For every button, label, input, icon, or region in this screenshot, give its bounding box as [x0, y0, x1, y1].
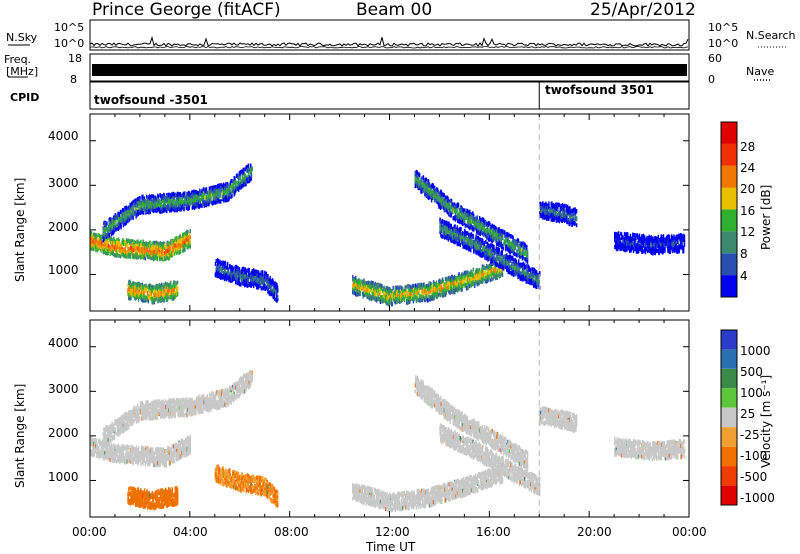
xtick-0: 00:00 [72, 525, 107, 539]
velocity-colorbar-seg-6 [721, 446, 737, 467]
power-colorbar-seg-0 [721, 275, 737, 297]
power-cb-tick-16: 16 [740, 204, 756, 218]
velocity-cb-tick-25: 25 [740, 407, 756, 421]
nave-tick-bottom: 0 [708, 73, 715, 86]
freq-label-line1: Freq. [4, 53, 32, 66]
power-ytick-4000: 4000 [48, 129, 79, 143]
velocity-colorbar-seg-3 [721, 388, 737, 408]
velocity-ytick-3000: 3000 [48, 382, 79, 396]
power-colorbar-label: Power [dB] [759, 184, 773, 250]
power-colorbar-frame [720, 121, 738, 298]
x-axis-label: Time UT [366, 540, 416, 554]
velocity-cb-tick-minus1000: -1000 [740, 491, 775, 505]
power-ytick-3000: 3000 [48, 176, 79, 190]
freq-tick-bottom: 8 [70, 73, 77, 86]
power-colorbar-seg-4 [721, 187, 737, 210]
velocity-band-band-b [102, 370, 253, 448]
xtick-20: 20:00 [577, 525, 612, 539]
velocity-colorbar-seg-1 [721, 349, 737, 369]
velocity-ylabel: Slant Range [km] [13, 383, 27, 488]
velocity-ytick-2000: 2000 [48, 426, 79, 440]
power-band-band-h [539, 201, 578, 228]
power-colorbar-seg-1 [721, 253, 737, 276]
noise-left-tick-bottom: 10^0 [54, 37, 85, 50]
velocity-band-band-g [439, 423, 541, 496]
noise-right-tick-top: 10^5 [708, 21, 739, 34]
power-band-band-f [414, 169, 529, 264]
noise-sky-trace [89, 35, 689, 47]
freq-panel-frame [89, 53, 690, 82]
power-colorbar-seg-5 [721, 165, 737, 188]
velocity-cb-tick-1000: 1000 [740, 344, 771, 358]
power-cb-tick-28: 28 [740, 140, 756, 154]
noise-right-tick-bottom: 10^0 [708, 37, 739, 50]
velocity-cb-tick-500: 500 [740, 365, 763, 379]
velocity-ytick-1000: 1000 [48, 470, 79, 484]
power-colorbar-seg-7 [721, 122, 737, 144]
cpid-label: CPID [10, 91, 40, 104]
power-panel-frame [89, 113, 690, 312]
velocity-colorbar-label: Velocity [m s⁻¹] [759, 374, 773, 468]
xtick-4: 04:00 [173, 525, 208, 539]
nave-label: Nave [746, 65, 775, 78]
velocity-band-band-c [127, 486, 179, 511]
noise-sky-label: N.Sky [6, 31, 38, 44]
cpid-segment-2: twofsound 3501 [545, 83, 654, 97]
noise-left-tick-top: 10^5 [54, 21, 85, 34]
power-ylabel: Slant Range [km] [13, 177, 27, 282]
power-colorbar-seg-6 [721, 143, 737, 166]
power-cb-tick-12: 12 [740, 225, 756, 239]
velocity-ytick-4000: 4000 [48, 336, 79, 350]
freq-nave-band [92, 64, 687, 76]
velocity-colorbar-seg-4 [721, 407, 737, 428]
velocity-colorbar-seg-0 [721, 330, 737, 350]
station-title: Prince George (fitACF) [92, 0, 281, 20]
velocity-colorbar-seg-7 [721, 466, 737, 486]
power-band-band-e [352, 258, 504, 307]
power-colorbar-seg-2 [721, 231, 737, 254]
velocity-cb-tick-100: 100 [740, 386, 763, 400]
velocity-band-band-h [539, 406, 578, 434]
cpid-panel-frame [89, 81, 690, 110]
power-ytick-2000: 2000 [48, 220, 79, 234]
power-band-band-c [127, 279, 179, 305]
power-band-band-a [90, 229, 191, 262]
velocity-colorbar-frame [720, 329, 738, 506]
velocity-colorbar-seg-2 [721, 368, 737, 389]
power-cb-tick-24: 24 [740, 161, 756, 175]
freq-label-line2: [MHz] [6, 65, 39, 78]
noise-search-trace [89, 46, 689, 49]
nave-tick-top: 60 [708, 52, 722, 65]
xtick-16: 16:00 [476, 525, 511, 539]
cpid-segment-1: twofsound -3501 [94, 93, 208, 107]
velocity-cb-tick-minus500: -500 [740, 470, 768, 484]
xtick-24: 00:00 [672, 525, 707, 539]
power-band-band-b [102, 163, 253, 243]
power-band-band-i [614, 231, 686, 256]
date-label: 25/Apr/2012 [590, 0, 696, 20]
power-colorbar-seg-3 [721, 209, 737, 232]
velocity-colorbar-seg-8 [721, 485, 737, 505]
power-ytick-1000: 1000 [48, 263, 79, 277]
velocity-band-band-d [214, 464, 279, 508]
velocity-panel-frame [89, 319, 690, 518]
noise-panel-frame [89, 19, 690, 51]
power-cb-tick-4: 4 [740, 269, 748, 283]
velocity-band-band-f [414, 375, 529, 471]
freq-tick-top: 18 [68, 52, 82, 65]
power-cb-tick-8: 8 [740, 247, 748, 261]
xtick-12: 12:00 [375, 525, 410, 539]
power-band-band-d [214, 258, 279, 303]
velocity-cb-tick-minus100: -100 [740, 449, 768, 463]
velocity-band-band-a [90, 434, 191, 468]
noise-search-label: N.Search [746, 29, 796, 42]
xtick-8: 08:00 [274, 525, 309, 539]
velocity-band-band-i [614, 436, 686, 462]
velocity-cb-tick-minus25: -25 [740, 428, 760, 442]
velocity-colorbar-seg-5 [721, 427, 737, 447]
power-cb-tick-20: 20 [740, 182, 756, 196]
beam-label: Beam 00 [356, 0, 433, 20]
velocity-band-band-e [352, 464, 504, 513]
